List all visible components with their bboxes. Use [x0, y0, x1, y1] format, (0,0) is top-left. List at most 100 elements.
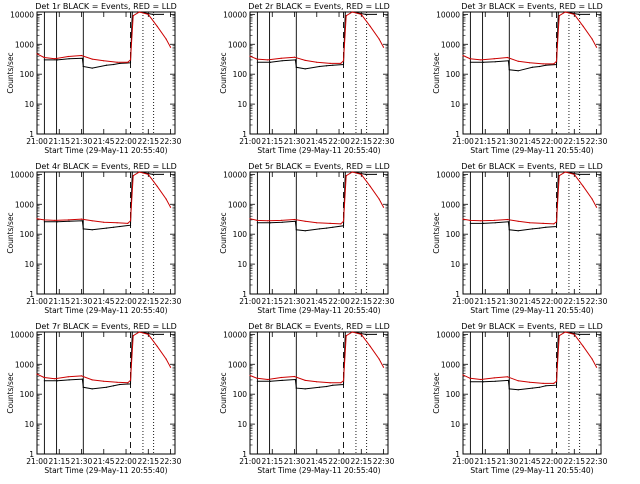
y-tick-label: 1: [29, 450, 34, 459]
data-point: [113, 385, 115, 387]
x-tick-label: 21:00: [452, 297, 474, 306]
data-point: [342, 383, 345, 386]
data-point: [103, 60, 105, 62]
x-tick-label: 21:00: [239, 457, 261, 466]
data-point: [507, 60, 509, 62]
data-point: [469, 377, 471, 379]
data-point: [591, 198, 593, 200]
data-point: [156, 25, 158, 27]
y-axis-label: Counts/sec: [432, 212, 441, 253]
data-point: [127, 382, 129, 384]
y-tick-label: 1: [242, 450, 247, 459]
events-series-line: [44, 11, 164, 69]
data-point: [351, 11, 353, 13]
x-tick-label: 22:15: [350, 137, 372, 146]
data-point: [54, 378, 56, 380]
plot-frame: [462, 11, 602, 135]
data-point: [506, 56, 509, 59]
data-point: [517, 230, 519, 232]
data-point: [81, 57, 83, 59]
data-point: [132, 335, 134, 337]
x-tick-label: 22:30: [586, 457, 608, 466]
data-point: [382, 46, 385, 48]
data-point: [281, 60, 283, 62]
data-point: [113, 63, 115, 66]
chart-title: Det 2r BLACK = Events, RED = LLD: [248, 2, 390, 11]
x-tick-label: 21:30: [284, 137, 306, 146]
x-tick-label: 22:00: [328, 457, 350, 466]
data-point: [132, 175, 134, 177]
x-axis-label: Start Time (29-May-11 20:55:40): [470, 146, 593, 155]
data-point: [378, 358, 380, 360]
lld-series-line: [462, 171, 597, 225]
data-point: [508, 229, 510, 231]
data-point: [36, 53, 38, 55]
x-tick-label: 22:30: [160, 457, 182, 466]
x-tick-label: 21:00: [26, 457, 48, 466]
data-point: [469, 381, 471, 383]
data-point: [119, 383, 121, 386]
x-tick-label: 22:00: [115, 457, 137, 466]
data-point: [116, 381, 118, 383]
y-tick-label: 100: [233, 230, 248, 239]
y-tick-label: 10000: [223, 170, 247, 179]
data-point: [482, 381, 485, 383]
data-point: [555, 221, 558, 223]
data-point: [469, 219, 471, 221]
data-point: [482, 61, 485, 63]
data-point: [557, 171, 559, 173]
data-point: [103, 380, 105, 382]
data-point: [67, 376, 69, 378]
data-point: [360, 13, 362, 15]
data-point: [342, 63, 345, 66]
data-point: [304, 388, 306, 390]
data-point: [316, 222, 318, 224]
data-point: [256, 222, 258, 224]
data-point: [152, 13, 154, 15]
data-point: [43, 376, 45, 379]
data-point: [329, 62, 331, 64]
x-tick-label: 22:15: [137, 297, 159, 306]
x-tick-label: 21:30: [497, 297, 519, 306]
data-point: [43, 59, 46, 61]
plot-frame: [249, 11, 389, 135]
events-series-line: [470, 331, 590, 391]
x-tick-label: 21:00: [239, 297, 261, 306]
data-point: [345, 175, 347, 177]
data-point: [558, 335, 560, 337]
data-point: [132, 15, 134, 17]
data-point: [332, 64, 334, 66]
data-point: [382, 366, 385, 368]
data-point: [165, 38, 167, 40]
data-point: [529, 222, 531, 224]
chart-title: Det 4r BLACK = Events, RED = LLD: [35, 162, 177, 171]
x-tick-label: 21:45: [306, 457, 328, 466]
data-point: [469, 58, 471, 60]
data-point: [517, 70, 519, 72]
data-point: [80, 218, 83, 220]
data-point: [36, 218, 38, 220]
data-point: [508, 69, 510, 71]
y-tick-label: 1000: [228, 40, 247, 49]
data-point: [281, 379, 283, 381]
y-axis-label: Counts/sec: [6, 372, 15, 413]
x-tick-label: 21:45: [306, 137, 328, 146]
data-point: [545, 64, 547, 66]
data-point: [54, 58, 56, 60]
x-tick-label: 22:15: [563, 297, 585, 306]
data-point: [382, 206, 385, 208]
x-tick-label: 22:15: [563, 457, 585, 466]
data-point: [156, 345, 158, 347]
x-tick-label: 22:15: [563, 137, 585, 146]
x-tick-label: 21:15: [48, 297, 70, 306]
data-point: [294, 59, 296, 61]
data-point: [578, 173, 580, 175]
data-point: [563, 331, 565, 333]
x-axis-label: Start Time (29-May-11 20:55:40): [257, 306, 380, 315]
data-point: [582, 25, 584, 27]
y-tick-label: 10: [237, 420, 247, 429]
events-series-line: [257, 171, 377, 232]
data-point: [103, 221, 105, 223]
x-tick-label: 21:30: [497, 457, 519, 466]
